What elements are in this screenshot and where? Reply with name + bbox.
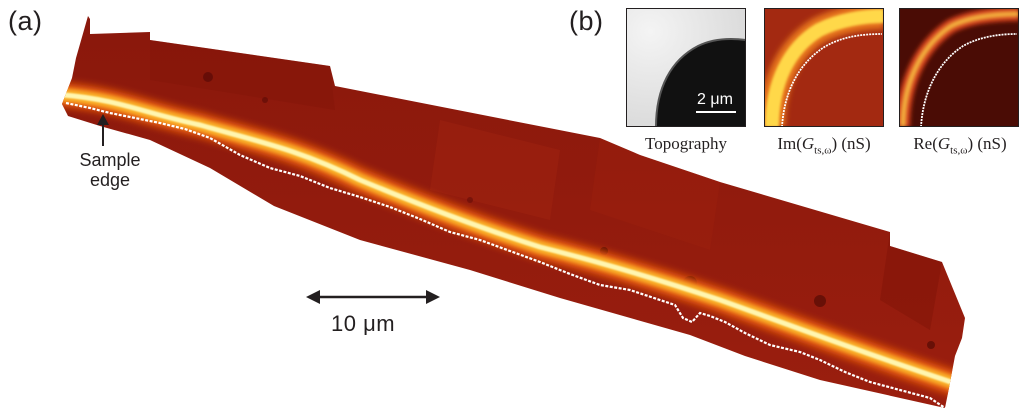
im-caption-suffix: ) (nS) bbox=[831, 134, 871, 153]
im-conductance-caption: Im(Gts,ω) (nS) bbox=[755, 134, 893, 156]
topography-scale-label: 2 μm bbox=[697, 91, 733, 108]
sample-edge-line bbox=[65, 101, 949, 411]
im-caption-sub: ts,ω bbox=[814, 144, 832, 157]
im-caption-prefix: Im( bbox=[777, 134, 802, 153]
scale-bar-label: 10 μm bbox=[331, 311, 396, 336]
re-caption-suffix: ) (nS) bbox=[967, 134, 1007, 153]
panel-label-a: (a) bbox=[8, 6, 43, 36]
sample-edge-label-line1: Sample bbox=[79, 150, 141, 170]
panel-label-b: (b) bbox=[569, 6, 604, 36]
sample-edge-arrow bbox=[97, 114, 109, 146]
im-caption-var: G bbox=[801, 134, 815, 153]
re-conductance-caption: Re(Gts,ω) (nS) bbox=[890, 134, 1030, 156]
re-conductance-inset bbox=[899, 8, 1019, 127]
scale-bar-10um bbox=[306, 290, 440, 304]
sample-edge-label-line2: edge bbox=[89, 170, 131, 190]
topography-caption: Topography bbox=[645, 134, 727, 153]
im-conductance-inset bbox=[764, 8, 884, 127]
re-caption-var: G bbox=[937, 134, 951, 153]
sample-edge-label: Sample edge bbox=[62, 150, 158, 190]
re-caption-prefix: Re( bbox=[913, 134, 938, 153]
re-caption-sub: ts,ω bbox=[950, 144, 968, 157]
topography-inset bbox=[626, 8, 746, 127]
